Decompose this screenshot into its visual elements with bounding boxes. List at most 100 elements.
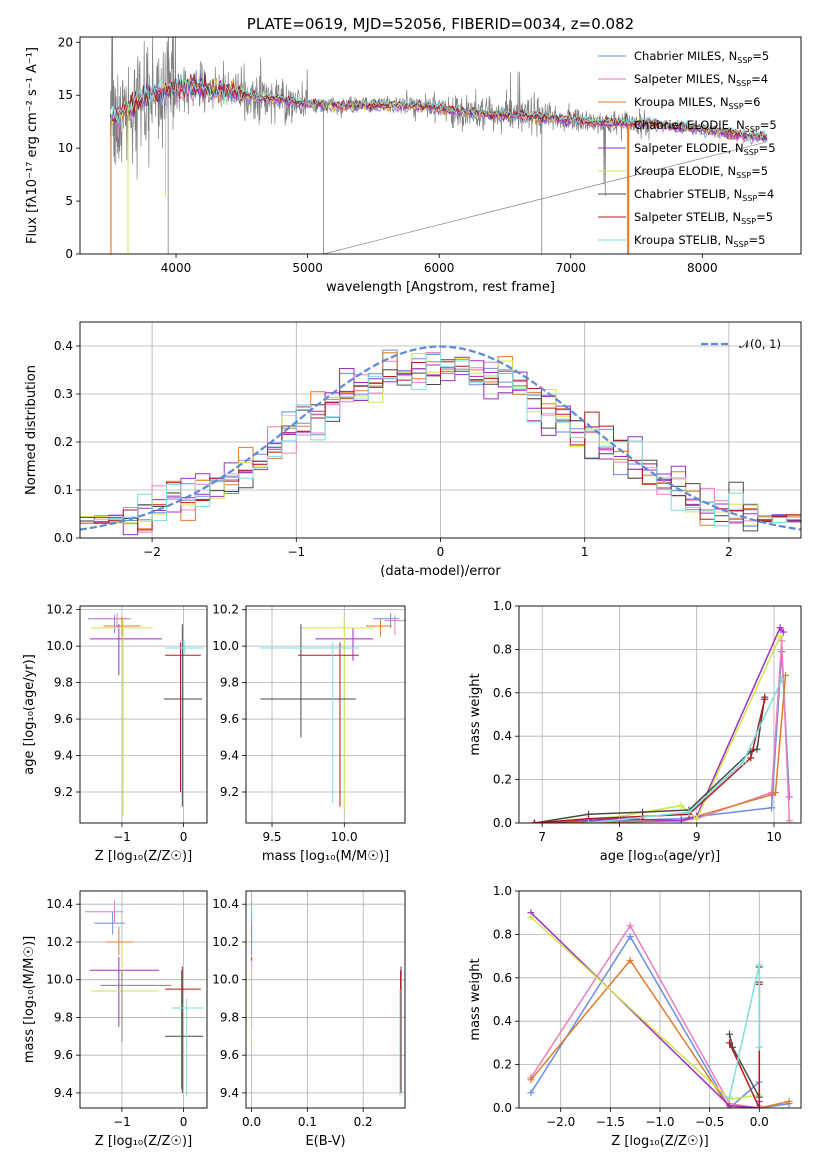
- normal-curve: [80, 345, 801, 531]
- x-axis-label: wavelength [Angstrom, rest frame]: [326, 280, 555, 295]
- y-tick-label: 9.2: [54, 785, 73, 799]
- axes-frame: [518, 605, 802, 824]
- legend-label: Kroupa ELODIE, NSSP=5: [634, 164, 768, 180]
- y-tick-label: 0.0: [493, 816, 512, 830]
- y-axis-label: mass weight: [468, 958, 483, 1040]
- y-tick-label: 0.4: [493, 729, 512, 743]
- y-tick-label: 0.2: [493, 1058, 512, 1072]
- plot-area-6: [80, 891, 207, 1108]
- plot-area-7: [246, 891, 405, 1108]
- x-tick-label: 0: [180, 1115, 188, 1129]
- legend-label: Kroupa STELIB, NSSP=5: [634, 233, 765, 249]
- panel-5: 7 8 9 10 0.0 0.2 0.4 0.6 0.8 1.0 age [log₁₀(age/yr…: [468, 599, 802, 864]
- y-tick-label: 9.8: [220, 676, 239, 690]
- y-tick-label: 10.0: [46, 973, 73, 987]
- x-tick-label: 0.2: [354, 1115, 373, 1129]
- axes-frame: [79, 321, 802, 539]
- panel-6: −1 0 9.4 9.6 9.8 10.0 10.2 10.4 Z [log₁₀(Z/Z☉)] m…: [22, 890, 208, 1149]
- y-tick-label: 9.8: [220, 1010, 239, 1024]
- legend: 𝒩(0, 1): [701, 337, 781, 351]
- y-tick-label: 0.4: [54, 339, 73, 353]
- model-spectrum-k_stelib: [109, 73, 768, 141]
- y-tick-label: 10.0: [212, 639, 239, 653]
- y-tick-label: 1.0: [493, 884, 512, 898]
- panel-3: −1 0 9.2 9.4 9.6 9.8 10.0 10.2 Z [log₁₀(Z/Z☉)] ag…: [22, 603, 208, 864]
- y-tick-label: 0.8: [493, 642, 512, 656]
- y-tick-label: 0.8: [493, 927, 512, 941]
- mass-weight-series: [530, 924, 761, 1108]
- legend-label: Chabrier MILES, NSSP=5: [634, 49, 769, 65]
- y-tick-label: 5: [65, 194, 73, 208]
- y-tick-label: 1.0: [493, 599, 512, 613]
- mass-weight-series: [534, 696, 766, 823]
- x-tick-label: 6000: [424, 261, 455, 275]
- mass-weight-series: [534, 626, 784, 823]
- legend-label: 𝒩(0, 1): [739, 337, 781, 351]
- x-tick-label: 2: [725, 545, 733, 559]
- plot-area-4: [246, 606, 405, 823]
- x-tick-label: −2: [143, 545, 161, 559]
- y-tick-label: 0.2: [54, 435, 73, 449]
- histogram-s_stelib: [80, 361, 801, 531]
- plot-area-8: [519, 891, 801, 1108]
- legend-label: Salpeter STELIB, NSSP=5: [634, 210, 773, 226]
- x-axis-label: Z [log₁₀(Z/Z☉)]: [611, 1134, 708, 1149]
- y-tick-label: 9.8: [54, 1010, 73, 1024]
- y-axis-label: age [log₁₀(age/yr)]: [22, 654, 37, 775]
- y-tick-label: 10.4: [46, 897, 73, 911]
- y-tick-label: 10.4: [212, 897, 239, 911]
- x-tick-label: 9.5: [262, 830, 281, 844]
- y-axis-label: mass weight: [468, 673, 483, 755]
- y-tick-label: 0.0: [54, 531, 73, 545]
- axes-frame: [79, 890, 208, 1109]
- legend-label: Kroupa MILES, NSSP=6: [634, 95, 760, 111]
- histogram-k_stelib: [80, 353, 801, 527]
- y-tick-label: 10.0: [46, 639, 73, 653]
- mass-weight-series: [534, 640, 791, 823]
- plot-area-3: [80, 606, 207, 823]
- y-tick-label: 10.0: [212, 973, 239, 987]
- legend-label: Chabrier ELODIE, NSSP=5: [634, 118, 777, 134]
- chart-title: PLATE=0619, MJD=52056, FIBERID=0034, z=0…: [247, 15, 634, 33]
- x-tick-label: 5000: [292, 261, 323, 275]
- y-axis-label: Normed distribution: [24, 365, 39, 495]
- x-tick-label: 8: [616, 830, 624, 844]
- mass-weight-series: [530, 959, 790, 1108]
- y-tick-label: 9.2: [220, 785, 239, 799]
- model-spectrum-s_elodie: [109, 81, 768, 141]
- x-tick-label: 10.0: [331, 830, 358, 844]
- x-tick-label: 4000: [161, 261, 192, 275]
- y-axis-label: Flux [fλ10⁻¹⁷ erg cm⁻² s⁻¹ A⁻¹]: [25, 47, 40, 244]
- axes-frame: [79, 36, 802, 255]
- axes-frame: [79, 605, 208, 824]
- y-axis-label: mass [log₁₀(M/M☉)]: [22, 936, 37, 1063]
- y-tick-label: 10.2: [46, 935, 73, 949]
- panel-2: −2 −1 0 1 2 0.0 0.1 0.2 0.3 0.4 (data-model)/error…: [24, 321, 802, 579]
- y-tick-label: 15: [58, 88, 73, 102]
- y-tick-label: 9.6: [220, 712, 239, 726]
- legend-label: Salpeter ELODIE, NSSP=5: [634, 141, 776, 157]
- y-tick-label: 20: [58, 35, 73, 49]
- y-tick-label: 9.4: [54, 1086, 73, 1100]
- plot-area-5: [519, 606, 801, 823]
- y-tick-label: 0.3: [54, 387, 73, 401]
- x-tick-label: −1: [287, 545, 305, 559]
- x-tick-label: 8000: [687, 261, 718, 275]
- x-tick-label: 10: [766, 830, 781, 844]
- axes-frame: [245, 890, 406, 1109]
- y-tick-label: 0.0: [493, 1101, 512, 1115]
- x-tick-label: 1: [581, 545, 589, 559]
- x-axis-label: age [log₁₀(age/yr)]: [600, 849, 721, 864]
- x-tick-label: −2.0: [546, 1115, 575, 1129]
- x-axis-label: mass [log₁₀(M/M☉)]: [262, 849, 389, 864]
- legend-label: Salpeter MILES, NSSP=4: [634, 72, 768, 88]
- mass-weight-series: [530, 912, 761, 1108]
- x-axis-label: Z [log₁₀(Z/Z☉)]: [95, 1134, 192, 1149]
- x-tick-label: 0: [437, 545, 445, 559]
- axes-frame: [245, 605, 406, 824]
- panel-1: 4000 5000 6000 7000 8000 0 5 10 15 20 wavelength […: [25, 15, 802, 295]
- x-tick-label: 9: [693, 830, 701, 844]
- model-spectrum-s_stelib: [109, 73, 768, 139]
- x-tick-label: −0.5: [695, 1115, 724, 1129]
